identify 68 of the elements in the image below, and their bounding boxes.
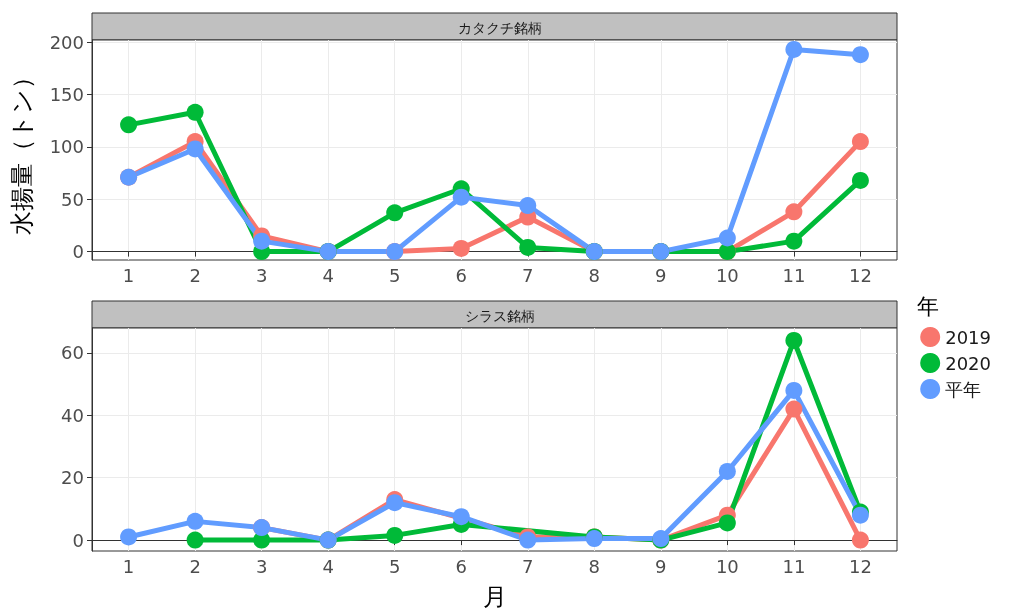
legend-label: 2019 [945, 326, 991, 348]
legend-label: 2020 [945, 352, 991, 374]
y-tick-label: 50 [61, 188, 84, 210]
legend-title: 年 [917, 293, 939, 319]
point [186, 512, 204, 530]
x-tick-label: 10 [715, 555, 739, 577]
point [785, 232, 803, 250]
y-tick-label: 0 [72, 241, 84, 263]
x-tick-label: 4 [322, 555, 334, 577]
x-tick-label: 11 [782, 555, 806, 577]
x-tick-label: 10 [715, 264, 739, 286]
point [718, 229, 736, 247]
point [186, 103, 204, 121]
point [120, 116, 138, 134]
x-tick-label: 3 [255, 555, 268, 577]
y-tick-label: 100 [49, 136, 84, 158]
point [186, 531, 204, 549]
x-tick-label: 4 [322, 264, 334, 286]
point [253, 232, 271, 250]
x-tick-label: 12 [848, 264, 872, 286]
point [386, 204, 404, 222]
point [851, 531, 869, 549]
x-tick-label: 12 [848, 555, 872, 577]
x-tick-label: 6 [455, 555, 467, 577]
point [785, 400, 803, 418]
x-tick-label: 11 [782, 264, 806, 286]
point [452, 508, 470, 526]
x-tick-label: 1 [122, 555, 135, 577]
point [785, 203, 803, 221]
point [851, 46, 869, 64]
point [519, 238, 537, 256]
x-tick-label: 8 [588, 555, 601, 577]
point [519, 197, 537, 215]
x-tick-label: 2 [189, 264, 201, 286]
y-tick-label: 200 [49, 31, 84, 53]
point [186, 140, 204, 158]
y-tick-label: 60 [61, 342, 84, 364]
y-tick-label: 20 [61, 467, 84, 489]
chart-title: カタクチ銘柄 [457, 20, 542, 36]
y-axis-title: 水揚量（トン） [8, 65, 36, 235]
point [120, 528, 138, 546]
point [785, 381, 803, 399]
point [452, 239, 470, 257]
point [386, 526, 404, 544]
x-tick-label: 9 [655, 264, 667, 286]
x-tick-label: 1 [122, 264, 135, 286]
x-tick-label: 6 [455, 264, 467, 286]
legend-label: 平年 [945, 378, 982, 400]
chart-title: シラス銘柄 [464, 308, 535, 324]
x-tick-label: 9 [655, 555, 667, 577]
x-tick-label: 5 [388, 555, 401, 577]
point [718, 514, 736, 532]
point [851, 133, 869, 151]
x-tick-label: 2 [189, 555, 201, 577]
point [785, 331, 803, 349]
point [718, 462, 736, 480]
y-tick-label: 40 [61, 404, 84, 426]
point [452, 188, 470, 206]
x-tick-label: 5 [388, 264, 401, 286]
x-tick-label: 7 [522, 264, 534, 286]
y-tick-label: 0 [72, 529, 84, 551]
point [785, 40, 803, 58]
point [851, 171, 869, 189]
y-tick-label: 150 [49, 83, 84, 105]
x-tick-label: 7 [522, 555, 534, 577]
x-axis-title: 月 [482, 583, 507, 611]
x-tick-label: 8 [588, 264, 601, 286]
x-tick-label: 3 [255, 264, 268, 286]
